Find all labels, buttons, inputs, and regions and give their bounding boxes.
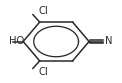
Text: Cl: Cl [38,67,48,77]
Text: N: N [105,37,113,46]
Text: HO: HO [9,37,24,46]
Text: Cl: Cl [38,6,48,16]
